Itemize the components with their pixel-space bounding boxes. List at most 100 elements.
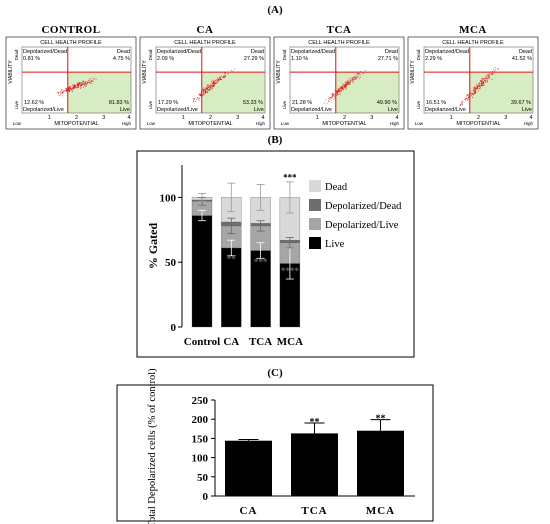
event-dot [354, 77, 356, 78]
event-dot [485, 79, 487, 81]
event-dot [477, 86, 479, 88]
event-dot [77, 85, 79, 87]
event-dot [71, 91, 73, 92]
event-dot [60, 92, 62, 94]
event-dot [343, 87, 345, 89]
flow-cytometry-row: CONTROL CELL HEALTH PROFILE Depolarized/De… [5, 24, 539, 130]
event-dot [481, 79, 483, 81]
event-dot [62, 92, 64, 93]
event-dot [480, 80, 482, 81]
event-dot [362, 73, 364, 75]
quadrant-value-depolarized-dead: 2.09 % [157, 56, 174, 62]
event-dot [221, 79, 222, 80]
event-dot [326, 102, 328, 104]
event-dot [209, 87, 211, 89]
flow-x-tick: 1 [182, 115, 185, 121]
event-dot [346, 81, 348, 83]
legend-swatch-depolarized-live [309, 218, 321, 230]
event-dot [59, 91, 61, 93]
event-dot [206, 92, 208, 94]
event-dot [211, 85, 213, 87]
quadrant-value-depolarized-dead: 2.29 % [425, 56, 442, 62]
event-dot [80, 85, 82, 87]
event-dot [79, 87, 81, 89]
event-dot [209, 89, 211, 91]
event-dot [203, 87, 205, 89]
event-dot [65, 87, 67, 89]
bar [357, 430, 404, 496]
event-dot [477, 83, 479, 85]
event-dot [199, 95, 201, 97]
event-dot [352, 77, 354, 79]
event-dot [475, 88, 477, 90]
event-dot [486, 77, 488, 79]
event-dot [56, 92, 58, 94]
event-dot [338, 88, 340, 90]
flow-y-dead: Dead [148, 49, 153, 60]
event-dot [208, 88, 210, 90]
flow-x-tick: 4 [127, 115, 130, 121]
event-dot [84, 84, 86, 86]
flow-x-tick: 1 [48, 115, 51, 121]
x-tick-label: TCA [301, 505, 327, 517]
event-dot [479, 83, 481, 85]
event-dot [475, 86, 477, 88]
flow-x-high: High [524, 121, 534, 126]
y-tick-label: 200 [192, 414, 209, 426]
event-dot [348, 83, 350, 85]
flow-y-live: Live [416, 100, 421, 109]
event-dot [212, 82, 214, 84]
quadrant-name-live: Live [120, 107, 130, 113]
quadrant-value-depolarized-dead: 0.81 % [23, 56, 40, 62]
event-dot [467, 100, 469, 101]
event-dot [208, 90, 210, 92]
event-dot [220, 79, 222, 80]
event-dot [485, 77, 487, 79]
event-dot [486, 74, 488, 76]
event-dot [88, 82, 90, 84]
event-dot [205, 90, 207, 92]
event-dot [479, 86, 481, 88]
event-dot [364, 70, 366, 72]
event-dot [344, 86, 345, 88]
event-dot [478, 88, 480, 90]
event-dot [496, 68, 498, 70]
event-dot [211, 86, 213, 88]
event-dot [77, 83, 79, 85]
legend-swatch-dead [309, 180, 321, 192]
event-dot [344, 83, 346, 85]
event-dot [353, 77, 354, 79]
quadrant-name-depolarized-dead: Depolarized/Dead [23, 49, 67, 55]
event-dot [195, 100, 196, 102]
event-dot [479, 88, 481, 90]
event-dot [75, 85, 77, 87]
event-dot [78, 84, 80, 86]
event-dot [341, 87, 343, 89]
flow-x-tick: 3 [370, 115, 373, 121]
event-dot [473, 90, 475, 92]
event-dot [336, 90, 338, 92]
event-dot [476, 85, 478, 87]
event-dot [211, 80, 212, 82]
event-dot [482, 78, 483, 80]
flow-panel-title: CONTROL [41, 24, 100, 36]
event-dot [481, 82, 483, 84]
event-dot [193, 99, 195, 100]
event-dot [346, 83, 348, 84]
event-dot [343, 85, 345, 87]
event-dot [332, 94, 334, 95]
event-dot [60, 94, 62, 96]
event-dot [73, 88, 75, 90]
event-dot [359, 74, 361, 76]
event-dot [476, 87, 478, 89]
event-dot [64, 90, 65, 92]
event-dot [77, 82, 79, 84]
event-dot [462, 100, 464, 102]
bar [225, 440, 272, 496]
event-dot [460, 103, 462, 105]
event-dot [62, 92, 64, 94]
event-dot [76, 83, 78, 85]
event-dot [208, 86, 210, 88]
event-dot [68, 90, 70, 91]
flow-x-high: High [390, 121, 400, 126]
